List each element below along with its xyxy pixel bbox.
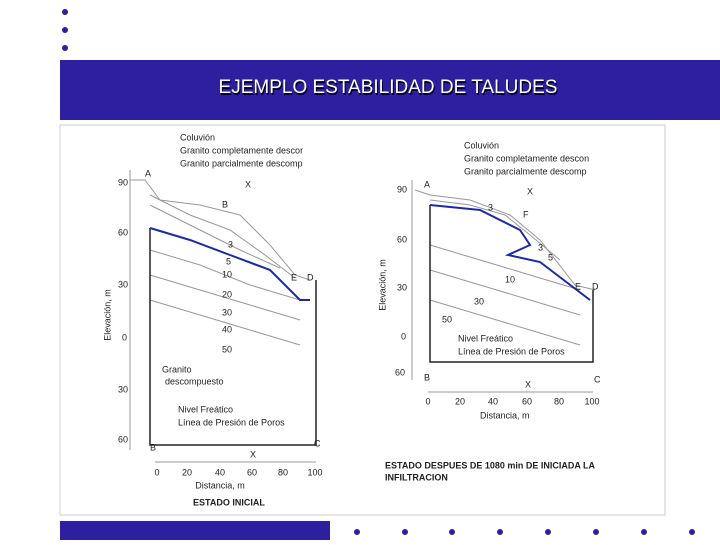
label: 10 bbox=[222, 269, 232, 279]
label: B bbox=[150, 442, 156, 452]
label: 20 bbox=[455, 396, 465, 406]
label: 60 bbox=[118, 434, 128, 444]
label: X bbox=[527, 186, 533, 196]
label: Granito parcialmente descomp bbox=[180, 158, 303, 168]
label: 10 bbox=[505, 274, 515, 284]
label: 80 bbox=[554, 396, 564, 406]
right-diagram bbox=[411, 180, 596, 393]
label: D bbox=[592, 281, 599, 291]
figure-area bbox=[59, 124, 666, 516]
left-texts: Coluvión Granito completamente descor Gr… bbox=[102, 132, 322, 507]
label: B bbox=[424, 372, 430, 382]
label: 0 bbox=[154, 467, 159, 477]
label: E bbox=[575, 281, 581, 291]
label: 5 bbox=[548, 252, 553, 262]
label: Granito completamente descor bbox=[180, 145, 303, 155]
label: X bbox=[250, 449, 256, 459]
label: Nivel Freático bbox=[178, 404, 233, 414]
label: Distancia, m bbox=[480, 410, 530, 420]
label: 0 bbox=[122, 332, 127, 342]
label: C bbox=[314, 438, 321, 448]
label: Elevación, m bbox=[102, 289, 112, 341]
label: Nivel Freático bbox=[458, 333, 513, 343]
label: Granito completamente descon bbox=[464, 153, 589, 163]
label: X bbox=[525, 379, 531, 389]
label: B bbox=[222, 199, 228, 209]
label: 20 bbox=[222, 289, 232, 299]
label: A bbox=[145, 168, 151, 178]
label: 50 bbox=[222, 344, 232, 354]
footer-bar bbox=[60, 521, 330, 540]
label: 60 bbox=[118, 227, 128, 237]
label: 100 bbox=[584, 396, 599, 406]
label: F bbox=[523, 209, 529, 219]
title: EJEMPLO ESTABILIDAD DE TALUDES bbox=[219, 77, 558, 98]
right-texts: Coluvión Granito completamente descon Gr… bbox=[377, 140, 601, 482]
label: Elevación, m bbox=[377, 259, 387, 311]
label: 100 bbox=[307, 467, 322, 477]
label: 20 bbox=[182, 467, 192, 477]
label: Granito parcialmente descomp bbox=[464, 166, 587, 176]
label: Línea de Presión de Poros bbox=[178, 417, 285, 427]
label: 60 bbox=[397, 234, 407, 244]
label: C bbox=[594, 374, 601, 384]
label: 30 bbox=[222, 307, 232, 317]
label: Coluvión bbox=[464, 140, 499, 150]
label: 60 bbox=[522, 396, 532, 406]
label: 30 bbox=[474, 296, 484, 306]
label: A bbox=[424, 179, 430, 189]
label: Línea de Presión de Poros bbox=[458, 346, 565, 356]
label: INFILTRACION bbox=[385, 472, 448, 482]
label: 60 bbox=[247, 467, 257, 477]
label: 3 bbox=[538, 242, 543, 252]
label: 30 bbox=[397, 282, 407, 292]
banner bbox=[60, 60, 720, 120]
label: 30 bbox=[118, 279, 128, 289]
dots bbox=[62, 9, 695, 535]
label: ESTADO DESPUES DE 1080 min DE INICIADA L… bbox=[385, 460, 596, 470]
label: 0 bbox=[401, 331, 406, 341]
label: Coluvión bbox=[180, 132, 215, 142]
label: 50 bbox=[442, 314, 452, 324]
label: 3 bbox=[228, 239, 233, 249]
label: Distancia, m bbox=[195, 480, 245, 490]
label: 3 bbox=[488, 202, 493, 212]
label: 40 bbox=[488, 396, 498, 406]
label: D bbox=[307, 272, 314, 282]
label: Granito bbox=[162, 364, 192, 374]
label: ESTADO INICIAL bbox=[193, 497, 265, 507]
label: E bbox=[291, 272, 297, 282]
label: 5 bbox=[226, 256, 231, 266]
label: X bbox=[245, 179, 251, 189]
label: 0 bbox=[425, 396, 430, 406]
title-shadow: EJEMPLO ESTABILIDAD DE TALUDES bbox=[220, 79, 559, 100]
label: 90 bbox=[397, 184, 407, 194]
label: 40 bbox=[215, 467, 225, 477]
left-diagram bbox=[129, 170, 317, 463]
label: 80 bbox=[278, 467, 288, 477]
label: 30 bbox=[118, 384, 128, 394]
label: 40 bbox=[222, 324, 232, 334]
label: descompuesto bbox=[165, 376, 224, 386]
label: 60 bbox=[395, 367, 405, 377]
label: 90 bbox=[118, 177, 128, 187]
